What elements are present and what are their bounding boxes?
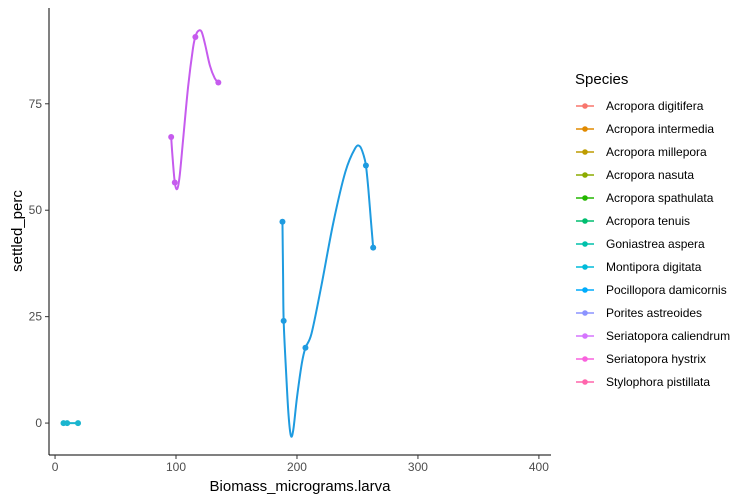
- legend-title: Species: [575, 71, 628, 88]
- legend-item: Acropora nasuta: [576, 168, 694, 182]
- legend-item: Seriatopora caliendrum: [576, 329, 730, 343]
- series-line: [170, 29, 220, 191]
- legend-item: Stylophora pistillata: [576, 375, 710, 389]
- legend-label: Acropora intermedia: [606, 122, 714, 136]
- legend-item: Acropora digitifera: [576, 99, 704, 113]
- data-point: [370, 244, 377, 251]
- y-tick-label: 75: [29, 97, 43, 111]
- x-tick-label: 200: [287, 460, 307, 474]
- legend-label: Pocillopora damicornis: [606, 283, 727, 297]
- x-tick-label: 300: [408, 460, 428, 474]
- x-tick-label: 0: [52, 460, 59, 474]
- legend-key-point: [582, 241, 588, 247]
- legend-label: Acropora tenuis: [606, 214, 690, 228]
- legend-key-point: [582, 126, 588, 132]
- legend-label: Stylophora pistillata: [606, 375, 710, 389]
- legend-label: Montipora digitata: [606, 260, 702, 274]
- data-point: [192, 33, 199, 40]
- x-axis-title: Biomass_micrograms.larva: [210, 478, 392, 495]
- y-axis-title: settled_perc: [9, 190, 26, 272]
- x-tick-label: 400: [529, 460, 549, 474]
- legend-label: Seriatopora hystrix: [606, 352, 706, 366]
- legend-key-point: [582, 195, 588, 201]
- legend-item: Acropora intermedia: [576, 122, 714, 136]
- data-point: [362, 162, 369, 169]
- data-point: [279, 218, 286, 225]
- legend-item: Acropora tenuis: [576, 214, 690, 228]
- legend-item: Acropora spathulata: [576, 191, 714, 205]
- series-curves: [62, 29, 375, 438]
- legend-label: Acropora millepora: [606, 145, 707, 159]
- legend-label: Acropora digitifera: [606, 99, 704, 113]
- legend-label: Seriatopora caliendrum: [606, 329, 730, 343]
- legend-item: Porites astreoides: [576, 306, 702, 320]
- legend-item: Montipora digitata: [576, 260, 702, 274]
- legend-item: Acropora millepora: [576, 145, 707, 159]
- legend-key-point: [582, 218, 588, 224]
- y-tick-label: 25: [29, 310, 43, 324]
- data-point: [302, 344, 309, 351]
- data-point: [64, 420, 71, 427]
- legend-key-point: [582, 264, 588, 270]
- legend: Species Acropora digitifera Acropora inte…: [575, 71, 730, 389]
- data-point: [280, 317, 287, 324]
- legend-key-point: [582, 287, 588, 293]
- ticks: 0 100 200 300 400 0 25 50 75: [29, 97, 550, 474]
- legend-label: Goniastrea aspera: [606, 237, 705, 251]
- data-point: [168, 133, 175, 140]
- legend-key-point: [582, 310, 588, 316]
- y-tick-label: 50: [29, 203, 43, 217]
- legend-items: Acropora digitifera Acropora intermedia Ac…: [576, 99, 730, 389]
- legend-key-point: [582, 172, 588, 178]
- data-point: [75, 420, 82, 427]
- axes: [48, 8, 551, 456]
- legend-item: Goniastrea aspera: [576, 237, 705, 251]
- legend-label: Acropora spathulata: [606, 191, 714, 205]
- data-point: [215, 79, 222, 86]
- legend-key-point: [582, 356, 588, 362]
- legend-key-point: [582, 103, 588, 109]
- series-points: [60, 33, 377, 427]
- series-line: [281, 144, 375, 438]
- legend-key-point: [582, 149, 588, 155]
- legend-label: Porites astreoides: [606, 306, 702, 320]
- x-tick-label: 100: [166, 460, 186, 474]
- legend-key-point: [582, 379, 588, 385]
- legend-item: Seriatopora hystrix: [576, 352, 706, 366]
- legend-key-point: [582, 333, 588, 339]
- legend-item: Pocillopora damicornis: [576, 283, 727, 297]
- y-tick-label: 0: [35, 416, 42, 430]
- data-point: [171, 179, 178, 186]
- legend-label: Acropora nasuta: [606, 168, 694, 182]
